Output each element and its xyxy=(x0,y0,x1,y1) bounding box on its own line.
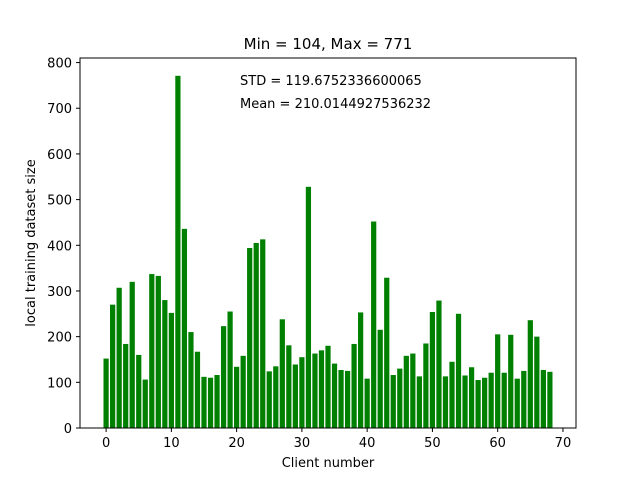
bar-client-46 xyxy=(403,355,409,428)
chart-title: Min = 104, Max = 771 xyxy=(244,35,413,53)
bar-client-57 xyxy=(475,380,481,428)
bar-client-42 xyxy=(377,329,383,428)
x-tick-label: 0 xyxy=(102,436,110,451)
bar-client-34 xyxy=(325,345,331,428)
bar-client-25 xyxy=(266,371,272,428)
bar-client-15 xyxy=(201,376,207,428)
bar-client-35 xyxy=(331,363,338,428)
bar-client-23 xyxy=(253,243,259,428)
bar-client-66 xyxy=(534,336,540,428)
bar-client-3 xyxy=(123,343,129,428)
bar-client-24 xyxy=(260,239,266,428)
y-tick-label: 400 xyxy=(47,239,72,254)
bar-client-58 xyxy=(482,377,488,428)
mean-annotation: Mean = 210.0144927536232 xyxy=(240,97,431,112)
bar-client-21 xyxy=(240,355,246,428)
bar-client-60 xyxy=(495,334,501,428)
bar-client-49 xyxy=(423,343,429,428)
x-tick-label: 60 xyxy=(489,436,506,451)
bar-client-6 xyxy=(142,379,148,428)
bar-client-11 xyxy=(175,75,181,428)
bar-client-30 xyxy=(299,357,305,428)
x-axis-ticks: 0 10 20 30 40 50 60 70 xyxy=(102,428,571,451)
bar-client-39 xyxy=(358,312,364,428)
bar-client-56 xyxy=(468,367,475,428)
bar-client-19 xyxy=(227,311,233,428)
y-tick-label: 700 xyxy=(47,102,72,117)
bar-client-40 xyxy=(364,378,370,428)
x-tick-label: 50 xyxy=(424,436,441,451)
y-tick-label: 200 xyxy=(47,331,72,346)
bar-client-33 xyxy=(318,350,325,428)
y-tick-label: 0 xyxy=(64,422,72,437)
bar-client-52 xyxy=(442,376,449,428)
bar-client-62 xyxy=(508,334,514,428)
bar-client-68 xyxy=(547,371,553,428)
bar-client-1 xyxy=(110,304,116,428)
bar-client-44 xyxy=(390,375,396,428)
bar-client-27 xyxy=(279,319,285,428)
y-tick-label: 600 xyxy=(47,148,72,163)
bar-client-7 xyxy=(149,274,155,428)
y-tick-label: 300 xyxy=(47,285,72,300)
y-tick-label: 800 xyxy=(47,57,72,72)
y-tick-label: 500 xyxy=(47,194,72,209)
bar-client-63 xyxy=(514,378,520,428)
std-annotation: STD = 119.6752336600065 xyxy=(240,74,422,89)
bar-client-20 xyxy=(234,366,240,428)
bar-client-38 xyxy=(351,343,357,428)
bar-client-31 xyxy=(305,186,312,428)
bar-client-22 xyxy=(247,248,253,428)
x-tick-label: 20 xyxy=(228,436,245,451)
bar-client-10 xyxy=(168,312,174,428)
bar-client-12 xyxy=(181,228,188,428)
y-axis-ticks: 0 100 200 300 400 500 600 700 800 xyxy=(47,57,80,437)
bar-client-65 xyxy=(527,320,533,428)
bar-client-45 xyxy=(397,368,403,428)
x-tick-label: 10 xyxy=(163,436,180,451)
bar-client-59 xyxy=(488,372,494,428)
bar-client-18 xyxy=(220,326,227,428)
bar-client-9 xyxy=(162,300,168,428)
bar-client-2 xyxy=(116,287,122,428)
bar-client-48 xyxy=(416,376,422,428)
bar-client-37 xyxy=(344,370,351,428)
bars-group xyxy=(103,75,553,428)
x-tick-label: 40 xyxy=(359,436,376,451)
bar-client-54 xyxy=(455,313,462,428)
y-tick-label: 100 xyxy=(47,376,72,391)
bar-client-61 xyxy=(501,372,507,428)
bar-client-47 xyxy=(410,353,416,428)
bar-client-67 xyxy=(540,369,546,428)
bar-client-41 xyxy=(371,221,377,428)
bar-client-16 xyxy=(207,377,214,428)
bar-client-26 xyxy=(273,366,279,428)
bar-client-4 xyxy=(129,281,135,428)
bar-client-17 xyxy=(214,375,220,428)
bar-client-8 xyxy=(155,275,161,428)
bar-client-0 xyxy=(103,358,109,428)
x-axis-label: Client number xyxy=(282,456,375,471)
bar-client-28 xyxy=(286,345,292,428)
bar-client-53 xyxy=(449,361,455,428)
y-axis-label: local training dataset size xyxy=(24,159,39,326)
x-tick-label: 30 xyxy=(294,436,311,451)
plot-frame xyxy=(79,57,577,429)
bar-client-64 xyxy=(521,370,527,428)
x-tick-label: 70 xyxy=(555,436,572,451)
bar-client-14 xyxy=(194,351,201,428)
bar-client-51 xyxy=(436,300,442,428)
bar-client-29 xyxy=(292,364,298,428)
bar-client-13 xyxy=(188,332,194,428)
bar-client-32 xyxy=(312,353,318,428)
bar-client-5 xyxy=(136,354,142,428)
bar-client-50 xyxy=(429,311,436,428)
bar-client-43 xyxy=(384,277,390,428)
bar-client-55 xyxy=(462,375,468,428)
bar-client-36 xyxy=(338,369,344,428)
